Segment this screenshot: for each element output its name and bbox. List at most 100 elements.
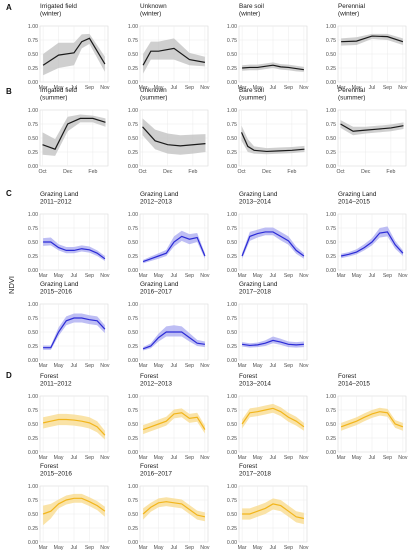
panel-title: (winter)	[338, 11, 359, 18]
x-tick-label: Sep	[85, 273, 94, 279]
panel-title: Bare soil	[239, 3, 264, 10]
y-tick-label: 1.00	[128, 394, 138, 400]
x-tick-label: May	[54, 363, 64, 369]
y-tick-label: 1.00	[128, 302, 138, 308]
y-tick-label: 1.00	[28, 24, 38, 30]
panels: Irrigated field (winter) 0.00 0.25 0.50 0.75 1…	[28, 3, 408, 550]
y-tick-label: 0.50	[28, 136, 38, 142]
y-tick-label: 0.25	[227, 150, 237, 156]
panel-title: Grazing Land	[338, 191, 377, 198]
x-tick-label: Mar	[238, 363, 247, 369]
y-tick-label: 1.00	[128, 212, 138, 218]
series-line	[340, 411, 404, 428]
y-tick-label: 0.50	[128, 422, 138, 428]
y-tick-label: 0.25	[128, 66, 138, 72]
panel-title: Forest	[338, 373, 356, 380]
y-tick-label: 0.75	[227, 226, 237, 232]
y-tick-label: 0.50	[326, 52, 336, 58]
x-tick-label: Mar	[39, 455, 48, 461]
x-tick-label: May	[154, 273, 164, 279]
series-line	[142, 126, 206, 147]
series-line	[242, 64, 304, 71]
x-tick-label: Sep	[284, 273, 293, 279]
y-tick-label: 0.00	[326, 268, 336, 274]
x-tick-label: Nov	[398, 85, 408, 91]
x-tick-label: Mar	[337, 273, 346, 279]
y-tick-label: 0.00	[28, 80, 38, 86]
x-tick-label: Jul	[369, 85, 376, 91]
y-tick-label: 0.00	[128, 540, 138, 546]
y-tick-label: 1.00	[227, 212, 237, 218]
y-tick-label: 0.75	[28, 226, 38, 232]
y-tick-label: 1.00	[326, 212, 336, 218]
x-tick-label: Nov	[100, 545, 110, 550]
y-tick-label: 0.75	[128, 408, 138, 414]
panel-title: Grazing Land	[40, 281, 79, 288]
y-tick-label: 0.00	[128, 268, 138, 274]
x-tick-label: Mar	[139, 545, 148, 550]
series-line	[43, 241, 106, 260]
y-tick-label: 0.25	[28, 344, 38, 350]
panel-title: 2014–2015	[338, 381, 370, 388]
y-tick-label: 0.50	[326, 136, 336, 142]
y-tick-label: 0.75	[227, 408, 237, 414]
x-tick-label: Mar	[238, 273, 247, 279]
x-tick-label: Sep	[383, 85, 392, 91]
confidence-band	[43, 313, 105, 350]
confidence-band	[43, 237, 105, 262]
y-tick-label: 0.25	[28, 526, 38, 532]
y-tick-label: 1.00	[326, 108, 336, 114]
x-tick-label: May	[154, 85, 164, 91]
x-tick-label: Nov	[100, 273, 110, 279]
y-tick-label: 0.00	[28, 450, 38, 456]
panel-title: Irrigated field	[40, 3, 77, 10]
x-tick-label: Nov	[100, 455, 110, 461]
x-tick-label: Sep	[185, 545, 194, 550]
y-tick-label: 0.00	[326, 80, 336, 86]
x-tick-label: Sep	[85, 85, 94, 91]
y-tick-label: 0.00	[227, 358, 237, 364]
y-tick-label: 1.00	[28, 212, 38, 218]
y-tick-label: 0.00	[227, 450, 237, 456]
panel-2: Bare soil(winter)0.000.250.500.751.00Mar…	[227, 3, 309, 91]
series-line	[42, 37, 106, 66]
y-tick-label: 0.00	[227, 268, 237, 274]
x-tick-label: May	[154, 455, 164, 461]
x-tick-label: Oct	[138, 169, 147, 175]
panel-title: Perennial	[338, 87, 365, 94]
panel-title: Irrigated field	[40, 87, 77, 94]
y-tick-label: 0.50	[128, 136, 138, 142]
x-tick-label: May	[253, 85, 263, 91]
group-label-b: B	[6, 87, 12, 96]
y-tick-label: 1.00	[28, 108, 38, 114]
x-tick-label: May	[54, 455, 64, 461]
panel-title: Forest	[239, 373, 257, 380]
x-tick-label: Jul	[171, 85, 178, 91]
x-tick-label: Nov	[200, 85, 210, 91]
y-tick-label: 0.25	[326, 66, 336, 72]
x-tick-label: Nov	[398, 273, 408, 279]
y-tick-label: 1.00	[227, 108, 237, 114]
confidence-band	[143, 38, 205, 74]
y-tick-label: 0.25	[128, 526, 138, 532]
y-tick-label: 0.00	[128, 358, 138, 364]
panel-title: 2013–2014	[239, 199, 271, 206]
x-tick-label: Feb	[386, 169, 395, 175]
x-tick-label: May	[154, 363, 164, 369]
panel-0: Irrigated field(winter)0.000.250.500.751…	[28, 3, 110, 91]
y-tick-label: 0.00	[128, 450, 138, 456]
y-tick-label: 0.00	[28, 540, 38, 546]
x-tick-label: May	[352, 273, 362, 279]
x-tick-label: Nov	[299, 545, 309, 550]
series-line	[142, 501, 206, 518]
y-tick-label: 0.00	[28, 358, 38, 364]
y-tick-label: 0.25	[227, 436, 237, 442]
panel-title: Grazing Land	[40, 191, 79, 198]
series-line	[42, 117, 106, 150]
panel-title: 2013–2014	[239, 381, 271, 388]
